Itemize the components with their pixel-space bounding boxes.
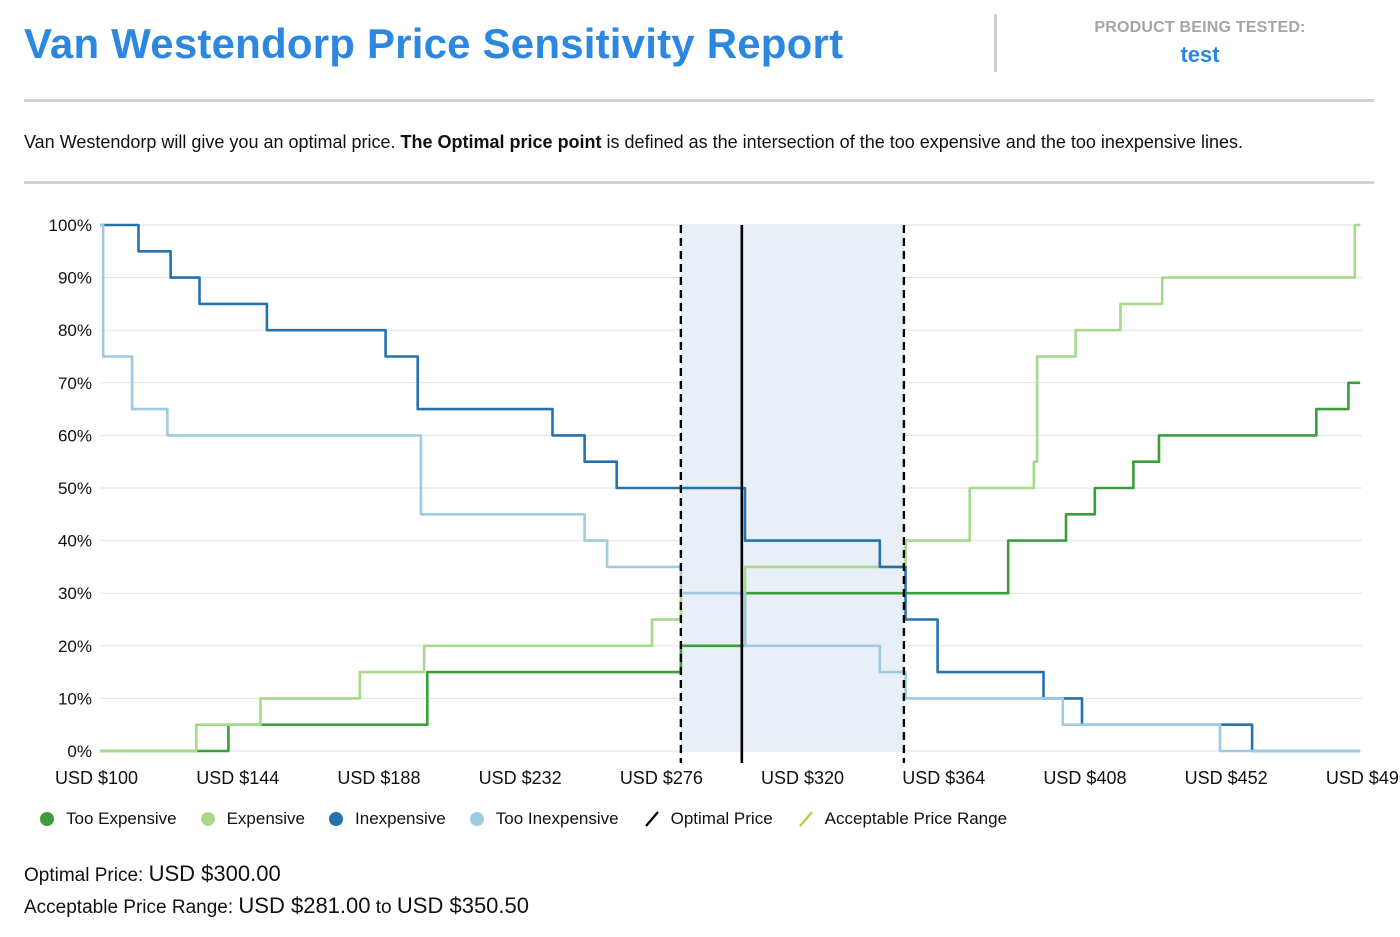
optimal-price-value: USD $300.00 <box>148 861 281 886</box>
x-tick-label: USD $100 <box>55 768 138 788</box>
x-tick-label: USD $276 <box>620 768 703 788</box>
acceptable-range-to: to <box>370 897 397 918</box>
legend-label-too-inexpensive: Too Inexpensive <box>495 809 619 828</box>
product-label: PRODUCT BEING TESTED: <box>1094 19 1306 36</box>
y-tick-label: 50% <box>58 479 92 498</box>
series-line-too-inexpensive <box>100 223 1360 753</box>
y-tick-label: 30% <box>58 584 92 603</box>
product-name: test <box>1180 42 1220 67</box>
legend-swatch-expensive <box>200 812 215 826</box>
legend-swatch-inexpensive <box>329 812 344 826</box>
legend-item-acceptable-range[interactable]: Acceptable Price Range <box>797 809 1007 829</box>
description-suffix: is defined as the intersection of the to… <box>601 132 1243 152</box>
header-rule <box>24 99 1374 102</box>
legend-label-acceptable-range: Acceptable Price Range <box>824 809 1008 828</box>
x-tick-label: USD $452 <box>1185 768 1268 788</box>
acceptable-range-low: USD $281.00 <box>238 893 371 918</box>
x-tick-label: USD $232 <box>479 768 562 788</box>
legend-item-expensive[interactable]: Expensive <box>200 809 306 829</box>
legend-label-too-expensive: Too Expensive <box>66 809 177 828</box>
optimal-price-summary: Optimal Price: USD $300.00 <box>24 861 281 887</box>
legend-item-inexpensive[interactable]: Inexpensive <box>329 809 446 829</box>
legend-item-optimal-price[interactable]: Optimal Price <box>643 809 773 829</box>
x-tick-label: USD $408 <box>1043 768 1126 788</box>
legend-swatch-too-expensive <box>40 812 54 826</box>
header-divider <box>994 14 997 72</box>
y-tick-label: 60% <box>58 426 92 445</box>
page-title: Van Westendorp Price Sensitivity Report <box>24 20 844 67</box>
acceptable-range-label: Acceptable Price Range: <box>24 897 239 918</box>
y-tick-label: 40% <box>58 532 92 551</box>
legend-label-optimal-price: Optimal Price <box>670 809 773 828</box>
y-tick-label: 0% <box>67 742 92 761</box>
series-line-too-expensive <box>100 381 1360 753</box>
legend-label-inexpensive: Inexpensive <box>355 809 446 828</box>
legend-swatch-acceptable-range <box>798 811 813 827</box>
description-rule <box>24 181 1374 184</box>
legend-swatch-too-inexpensive <box>469 812 484 826</box>
x-tick-label: USD $364 <box>902 768 985 788</box>
price-sensitivity-chart: 0% 10% 20% 30% 40% 50% 60% 70% 80% 90% 100% USD $10… <box>49 216 1400 788</box>
description-prefix: Van Westendorp will give you an optimal … <box>24 132 401 152</box>
x-tick-label: USD $320 <box>761 768 844 788</box>
legend-swatch-optimal-price <box>644 811 659 827</box>
description-bold: The Optimal price point <box>400 132 602 152</box>
optimal-price-label: Optimal Price: <box>24 865 149 886</box>
y-tick-label: 80% <box>58 321 92 340</box>
x-tick-label: USD $496 <box>1326 768 1400 788</box>
chart-legend: Too Expensive Expensive Inexpensive Too … <box>40 807 1031 831</box>
y-tick-label: 100% <box>49 216 92 235</box>
y-tick-label: 90% <box>58 269 92 288</box>
acceptable-range-summary: Acceptable Price Range: USD $281.00 to U… <box>24 893 529 919</box>
series-line-inexpensive <box>100 223 1360 753</box>
acceptable-range-high: USD $350.50 <box>396 893 529 918</box>
legend-item-too-expensive[interactable]: Too Expensive <box>40 809 177 829</box>
y-tick-label: 20% <box>58 637 92 656</box>
legend-label-expensive: Expensive <box>226 809 306 828</box>
x-tick-label: USD $188 <box>337 768 420 788</box>
x-tick-label: USD $144 <box>196 768 279 788</box>
y-tick-label: 70% <box>58 374 92 393</box>
description: Van Westendorp will give you an optimal … <box>24 132 1243 153</box>
y-tick-label: 10% <box>58 689 92 708</box>
legend-item-too-inexpensive[interactable]: Too Inexpensive <box>469 809 619 829</box>
